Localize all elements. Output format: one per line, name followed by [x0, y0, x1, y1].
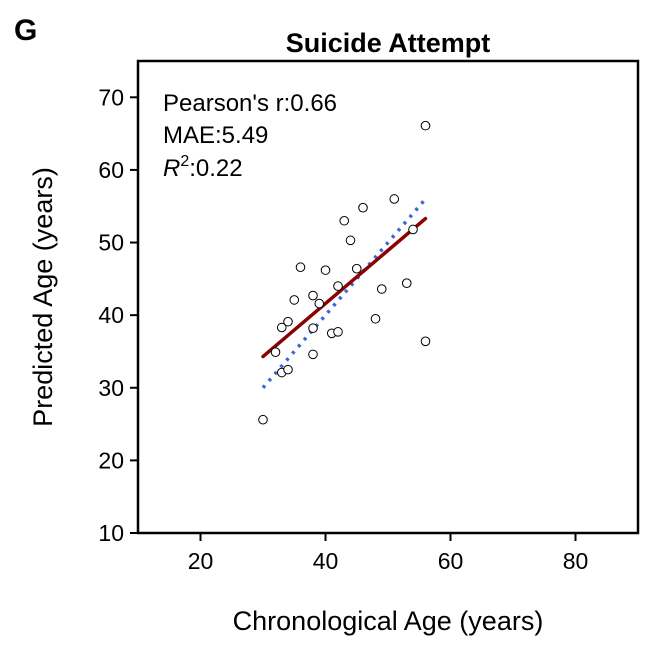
- identity-line: [261, 197, 427, 389]
- x-tick-label: 60: [438, 548, 464, 574]
- data-point: [339, 215, 350, 226]
- y-tick-label: 50: [98, 230, 124, 256]
- data-point: [283, 364, 293, 375]
- data-point: [289, 295, 300, 305]
- x-tick-label: 40: [313, 548, 339, 574]
- data-point: [276, 322, 287, 333]
- data-point: [358, 202, 368, 213]
- x-tick-label: 20: [188, 548, 214, 574]
- data-point: [333, 327, 343, 337]
- data-point: [420, 120, 431, 131]
- data-point: [345, 235, 356, 246]
- data-point: [314, 298, 325, 309]
- pearson-annotation: Pearson's r:0.66: [163, 90, 337, 117]
- panel-label: G: [14, 14, 37, 47]
- data-point: [283, 316, 293, 327]
- data-point: [295, 262, 306, 273]
- data-point: [351, 263, 362, 274]
- data-point: [308, 323, 318, 334]
- data-point: [370, 313, 381, 324]
- r2-annotation: R2:0.22: [163, 153, 243, 182]
- data-point: [308, 290, 318, 301]
- y-tick-label: 20: [98, 447, 124, 473]
- data-point: [420, 336, 431, 347]
- r2-value: :0.22: [189, 155, 242, 182]
- data-point: [258, 414, 268, 425]
- regression-line: [261, 216, 428, 359]
- y-tick-label: 70: [98, 84, 124, 110]
- fit-lines: [261, 197, 428, 389]
- chart-title: Suicide Attempt: [286, 28, 491, 58]
- y-axis-label: Predicted Age (years): [28, 167, 58, 427]
- data-point: [270, 347, 281, 357]
- data-point: [376, 284, 387, 294]
- data-point: [333, 281, 343, 291]
- data-point: [389, 194, 400, 204]
- x-axis: 20 40 60 80: [188, 533, 589, 574]
- mae-annotation: MAE:5.49: [163, 122, 268, 149]
- y-tick-label: 40: [98, 302, 124, 328]
- y-tick-label: 60: [98, 157, 124, 183]
- y-axis: 10 20 30 40 50 60 70: [98, 84, 138, 546]
- data-point: [320, 265, 331, 275]
- y-tick-label: 30: [98, 375, 124, 401]
- data-point: [408, 224, 418, 235]
- scatter-points: [258, 120, 431, 425]
- x-axis-label: Chronological Age (years): [233, 606, 544, 636]
- x-tick-label: 80: [563, 548, 589, 574]
- data-point: [401, 278, 412, 289]
- data-point: [308, 349, 318, 360]
- plot-area-frame: [136, 59, 640, 535]
- y-tick-label: 10: [98, 520, 124, 546]
